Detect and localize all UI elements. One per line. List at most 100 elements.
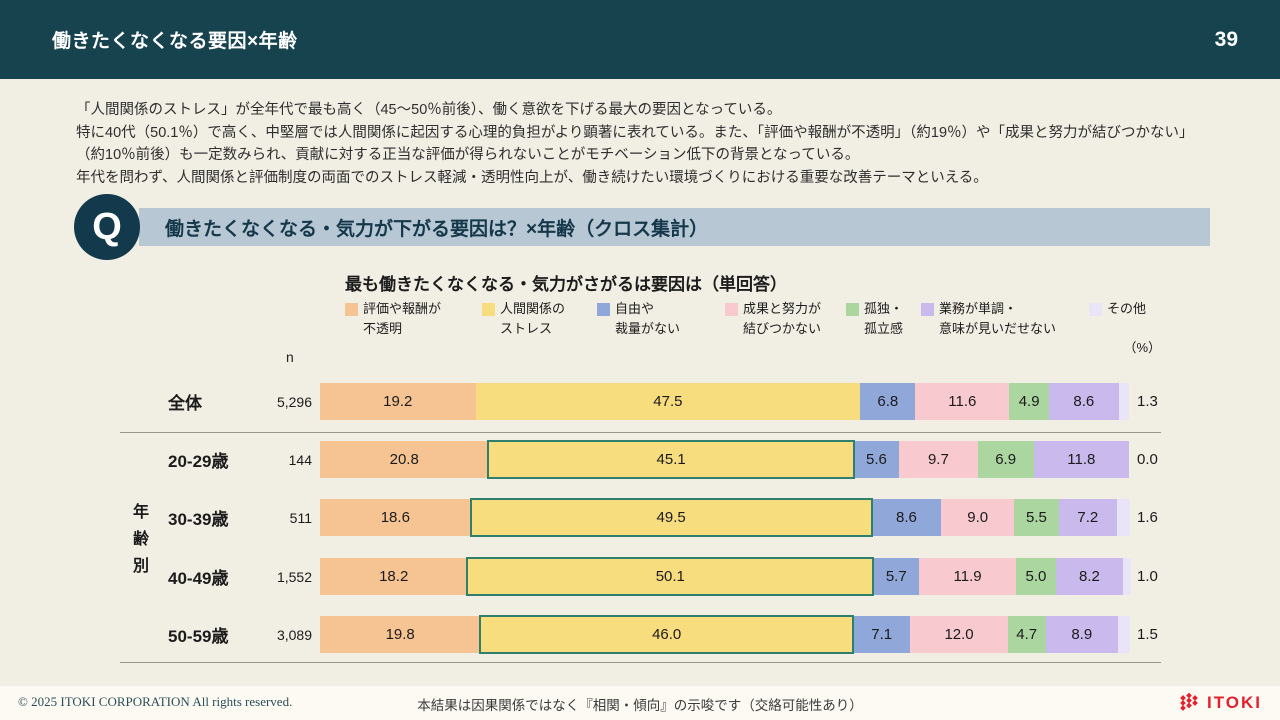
page-number: 39 [1214, 27, 1238, 51]
legend-swatch [725, 303, 738, 316]
bar-segment: 12.0 [910, 616, 1008, 653]
row-n-value: 511 [289, 509, 312, 526]
bar-segment [1117, 616, 1130, 653]
page-title: 働きたくなくなる要因×年齢 [52, 31, 298, 52]
legend-item: 孤独・ 孤立感 [846, 299, 903, 339]
bar-segment: 7.1 [852, 616, 911, 653]
row-label: 全体 [168, 394, 202, 413]
bar-segment: 7.2 [1058, 499, 1117, 536]
legend-item: 業務が単調・ 意味が見いだせない [921, 299, 1056, 339]
legend-swatch [1089, 303, 1102, 316]
summary-line: 年代を問わず、人間関係と評価制度の両面でのストレス軽減・透明性向上が、働き続けた… [76, 169, 988, 186]
legend-label: 評価や報酬が 不透明 [363, 301, 442, 336]
legend-label: 業務が単調・ 意味が見いだせない [939, 301, 1057, 336]
question-banner: 働きたくなくなる・気力が下がる要因は？×年齢（クロス集計） [139, 208, 1210, 246]
chart-title: 最も働きたくなくなる・気力がさがるは要因は（単回答） [345, 275, 787, 294]
legend-item: 成果と努力が 結びつかない [725, 299, 821, 339]
stacked-bar: 18.2 50.1 5.7 11.9 5.0 8.2 [320, 557, 1131, 596]
bar-segment: 5.0 [1015, 558, 1057, 595]
stacked-bar: 18.6 49.5 8.6 9.0 5.5 7.2 [320, 498, 1130, 537]
bar-value-other: 1.5 [1137, 626, 1158, 643]
chart-row: 20-29歳 144 20.8 45.1 5.6 9.7 6.9 11.8 0.0 [0, 440, 1230, 479]
row-label: 50-59歳 [168, 627, 229, 646]
bar-segment: 45.1 [487, 440, 855, 479]
question-text: 働きたくなくなる・気力が下がる要因は？×年齢（クロス集計） [165, 218, 709, 240]
legend-item: 自由や 裁量がない [597, 299, 680, 339]
bar-segment: 46.0 [479, 615, 854, 654]
legend-swatch [597, 303, 610, 316]
legend-swatch [345, 303, 358, 316]
bar-segment: 4.9 [1009, 383, 1049, 420]
bar-segment: 8.9 [1045, 616, 1118, 653]
stacked-bar: 19.2 47.5 6.8 11.6 4.9 8.6 [320, 383, 1130, 420]
bar-segment: 11.6 [915, 383, 1010, 420]
bar-segment: 8.6 [1048, 383, 1119, 420]
bar-segment: 18.6 [320, 499, 471, 536]
age-group-axis-label: 年齢別 [130, 503, 147, 584]
row-n-value: 3,089 [276, 626, 312, 643]
summary-line: 特に40代（50.1％）で高く、中堅層では人間関係に起因する心理的負担がより顕著… [76, 124, 1194, 141]
summary-text: 「人間関係のストレス」が全年代で最も高く（45～50％前後）、働く意欲を下げる最… [76, 99, 1221, 189]
bar-value-other: 1.6 [1137, 509, 1158, 526]
legend-swatch [846, 303, 859, 316]
row-n-value: 1,552 [276, 568, 312, 585]
row-label: 20-29歳 [168, 452, 229, 471]
bar-segment: 6.9 [977, 441, 1034, 478]
top-bar: 働きたくなくなる要因×年齢 39 [0, 0, 1280, 79]
row-label: 40-49歳 [168, 569, 229, 588]
bar-segment: 49.5 [469, 498, 873, 537]
q-circle-icon: Q [74, 194, 140, 260]
bar-segment [1122, 558, 1131, 595]
bar-segment: 11.8 [1033, 441, 1130, 478]
chart-row: 40-49歳 1,552 18.2 50.1 5.7 11.9 5.0 8.2 1.0 [0, 557, 1230, 596]
bar-segment: 19.2 [320, 383, 476, 420]
legend-item: 評価や報酬が 不透明 [345, 299, 441, 339]
legend-label: その他 [1107, 301, 1147, 316]
bar-segment: 5.7 [873, 558, 920, 595]
bar-value-other: 1.0 [1137, 568, 1158, 585]
summary-line: （約10％前後）も一定数みられ、貢献に対する正当な評価が得られないことがモチベー… [76, 147, 860, 163]
footnote-text: 本結果は因果関係ではなく『相関・傾向』の示唆です（交絡可能性あり） [417, 698, 863, 713]
chart-row: 30-39歳 511 18.6 49.5 8.6 9.0 5.5 7.2 1.6 [0, 498, 1230, 537]
bar-segment: 5.6 [853, 441, 900, 478]
legend-label: 成果と努力が 結びつかない [743, 301, 822, 336]
row-n-value: 5,296 [276, 393, 312, 410]
bar-segment: 19.8 [320, 616, 481, 653]
legend-swatch [921, 303, 934, 316]
bar-segment: 50.1 [466, 557, 875, 596]
copyright-text: © 2025 ITOKI CORPORATION All rights rese… [18, 694, 293, 709]
legend-label: 孤独・ 孤立感 [864, 301, 904, 336]
unit-label: （%） [1123, 340, 1161, 355]
bar-segment: 8.6 [871, 499, 942, 536]
bar-segment: 11.9 [919, 558, 1016, 595]
bar-segment: 18.2 [320, 558, 468, 595]
bar-segment: 8.2 [1056, 558, 1123, 595]
row-label: 30-39歳 [168, 510, 229, 529]
bar-segment: 9.0 [941, 499, 1015, 536]
bar-segment: 4.7 [1007, 616, 1046, 653]
legend-item: その他 [1089, 299, 1146, 319]
footer: © 2025 ITOKI CORPORATION All rights rese… [0, 686, 1280, 720]
bar-segment: 6.8 [860, 383, 916, 420]
legend: （%） 評価や報酬が 不透明 人間関係の ストレス 自由や 裁量がない 成果と努力が 結びつか… [345, 299, 1163, 359]
stacked-bar: 19.8 46.0 7.1 12.0 4.7 8.9 [320, 615, 1130, 654]
bar-segment [1118, 383, 1130, 420]
chart-rows: 全体 5,296 19.2 47.5 6.8 11.6 4.9 8.6 1.3 20-29歳 144… [0, 381, 1230, 671]
chart-row: 全体 5,296 19.2 47.5 6.8 11.6 4.9 8.6 1.3 [0, 383, 1230, 420]
bar-segment [1117, 499, 1130, 536]
bar-segment: 5.5 [1014, 499, 1059, 536]
bar-segment: 20.8 [320, 441, 489, 478]
legend-label: 自由や 裁量がない [615, 301, 681, 336]
chart-row: 50-59歳 3,089 19.8 46.0 7.1 12.0 4.7 8.9 1.5 [0, 615, 1230, 654]
summary-line: 「人間関係のストレス」が全年代で最も高く（45～50％前後）、働く意欲を下げる最… [76, 102, 782, 118]
legend-swatch [482, 303, 495, 316]
n-column-header: n [286, 349, 294, 365]
bar-segment: 9.7 [899, 441, 978, 478]
bar-value-other: 0.0 [1137, 451, 1158, 468]
itoki-logo: ITOKI [1179, 693, 1262, 713]
legend-label: 人間関係の ストレス [500, 301, 566, 336]
legend-item: 人間関係の ストレス [482, 299, 565, 339]
bar-value-other: 1.3 [1137, 393, 1158, 410]
separator-line [120, 662, 1161, 663]
